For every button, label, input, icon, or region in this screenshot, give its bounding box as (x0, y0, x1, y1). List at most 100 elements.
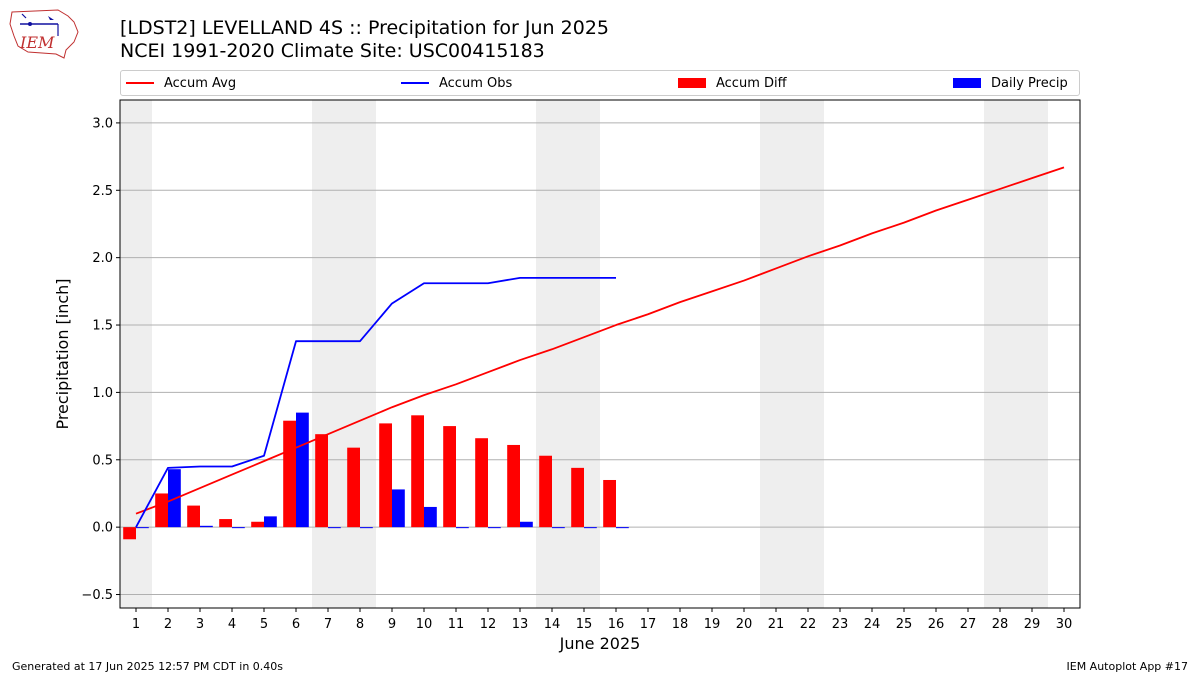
accum-diff-bar (187, 505, 200, 528)
daily-precip-bar (360, 527, 373, 529)
legend-item-accum-diff: Accum Diff (678, 71, 787, 95)
legend-item-daily-precip: Daily Precip (953, 71, 1068, 95)
x-tick-label: 21 (768, 617, 785, 632)
y-tick-label: 2.5 (92, 184, 113, 199)
x-tick-label: 1 (132, 617, 140, 632)
x-tick-label: 8 (356, 617, 364, 632)
legend-label-accum-obs: Accum Obs (439, 75, 513, 91)
daily-precip-bar (584, 527, 597, 529)
x-tick-label: 25 (896, 617, 913, 632)
y-tick-label: 1.0 (92, 386, 113, 401)
x-tick-label: 22 (800, 617, 817, 632)
accum-diff-bar (411, 415, 424, 528)
x-tick-label: 26 (928, 617, 945, 632)
accum-avg-line (135, 166, 1065, 515)
x-tick-label: 30 (1056, 617, 1073, 632)
accum-diff-bar (155, 493, 168, 528)
x-tick-label: 7 (324, 617, 332, 632)
x-tick-label: 29 (1024, 617, 1041, 632)
accum-diff-bar (507, 444, 520, 528)
legend-swatch-accum-obs (401, 82, 429, 84)
x-tick-label: 15 (576, 617, 593, 632)
daily-precip-bar (424, 506, 437, 528)
daily-precip-bar (232, 527, 245, 529)
daily-precip-bar (264, 516, 277, 528)
daily-precip-bar (392, 489, 405, 528)
accum-diff-bar (475, 438, 488, 528)
legend-item-accum-obs: Accum Obs (401, 71, 512, 95)
x-tick-label: 19 (704, 617, 721, 632)
x-tick-label: 18 (672, 617, 689, 632)
daily-precip-bar (168, 469, 181, 528)
legend-swatch-accum-diff (678, 78, 706, 88)
accum-diff-bar (443, 426, 456, 528)
daily-precip-bar (552, 527, 565, 529)
legend: Accum Avg Accum Obs Accum Diff Daily Pre… (120, 70, 1080, 96)
x-tick-label: 23 (832, 617, 849, 632)
accum-obs-line (135, 276, 616, 528)
accum-diff-bar (347, 447, 360, 528)
daily-precip-bar (520, 521, 533, 528)
legend-label-daily-precip: Daily Precip (991, 75, 1068, 91)
daily-precip-bar (296, 412, 309, 528)
y-axis-label: Precipitation [inch] (53, 278, 72, 429)
accum-diff-bar (539, 455, 552, 528)
y-tick-label: 3.0 (92, 116, 113, 131)
generated-timestamp: Generated at 17 Jun 2025 12:57 PM CDT in… (12, 660, 284, 673)
x-tick-label: 13 (512, 617, 529, 632)
y-tick-label: 2.0 (92, 251, 113, 266)
x-tick-label: 24 (864, 617, 881, 632)
accum-diff-bar (251, 521, 264, 528)
x-tick-label: 27 (960, 617, 977, 632)
x-tick-label: 6 (292, 617, 300, 632)
y-tick-label: 1.5 (92, 319, 113, 334)
logo-text: IEM (19, 33, 55, 52)
accum-diff-bar (379, 423, 392, 528)
plot-frame (119, 99, 1081, 609)
x-tick-label: 20 (736, 617, 753, 632)
weekend-band (984, 100, 1048, 608)
daily-precip-bar (328, 527, 341, 529)
x-axis-label: June 2025 (559, 634, 641, 653)
legend-item-accum-avg: Accum Avg (126, 71, 236, 95)
weekend-band (312, 100, 376, 608)
legend-label-accum-diff: Accum Diff (716, 75, 787, 91)
legend-swatch-accum-avg (126, 82, 154, 84)
accum-diff-bar (315, 434, 328, 528)
daily-precip-bar (456, 527, 469, 529)
chart-title: [LDST2] LEVELLAND 4S :: Precipitation fo… (120, 17, 609, 39)
x-tick-label: 11 (448, 617, 465, 632)
iem-logo: IEM (9, 9, 79, 59)
chart-subtitle: NCEI 1991-2020 Climate Site: USC00415183 (120, 40, 545, 62)
x-tick-label: 5 (260, 617, 268, 632)
x-tick-label: 12 (480, 617, 497, 632)
x-tick-label: 2 (164, 617, 172, 632)
app-label: IEM Autoplot App #17 (1066, 660, 1189, 673)
weekend-band (120, 100, 152, 608)
weekend-band (760, 100, 824, 608)
accum-diff-bar (283, 420, 296, 528)
x-tick-label: 10 (416, 617, 433, 632)
x-tick-label: 28 (992, 617, 1009, 632)
x-tick-label: 9 (388, 617, 396, 632)
y-tick-label: −0.5 (81, 588, 113, 603)
accum-diff-bar (219, 519, 232, 528)
x-tick-label: 3 (196, 617, 204, 632)
daily-precip-bar (488, 527, 501, 529)
x-tick-label: 16 (608, 617, 625, 632)
x-tick-label: 14 (544, 617, 561, 632)
x-tick-label: 4 (228, 617, 236, 632)
plot-area (120, 100, 1080, 608)
y-tick-label: 0.0 (92, 521, 113, 536)
daily-precip-bar (200, 525, 213, 528)
legend-label-accum-avg: Accum Avg (164, 75, 237, 91)
x-tick-label: 17 (640, 617, 657, 632)
accum-diff-bar (123, 527, 136, 540)
accum-diff-bar (571, 467, 584, 528)
daily-precip-bar (136, 527, 149, 529)
y-tick-label: 0.5 (92, 453, 113, 468)
weekend-band (536, 100, 600, 608)
daily-precip-bar (616, 527, 629, 529)
accum-diff-bar (603, 479, 616, 528)
